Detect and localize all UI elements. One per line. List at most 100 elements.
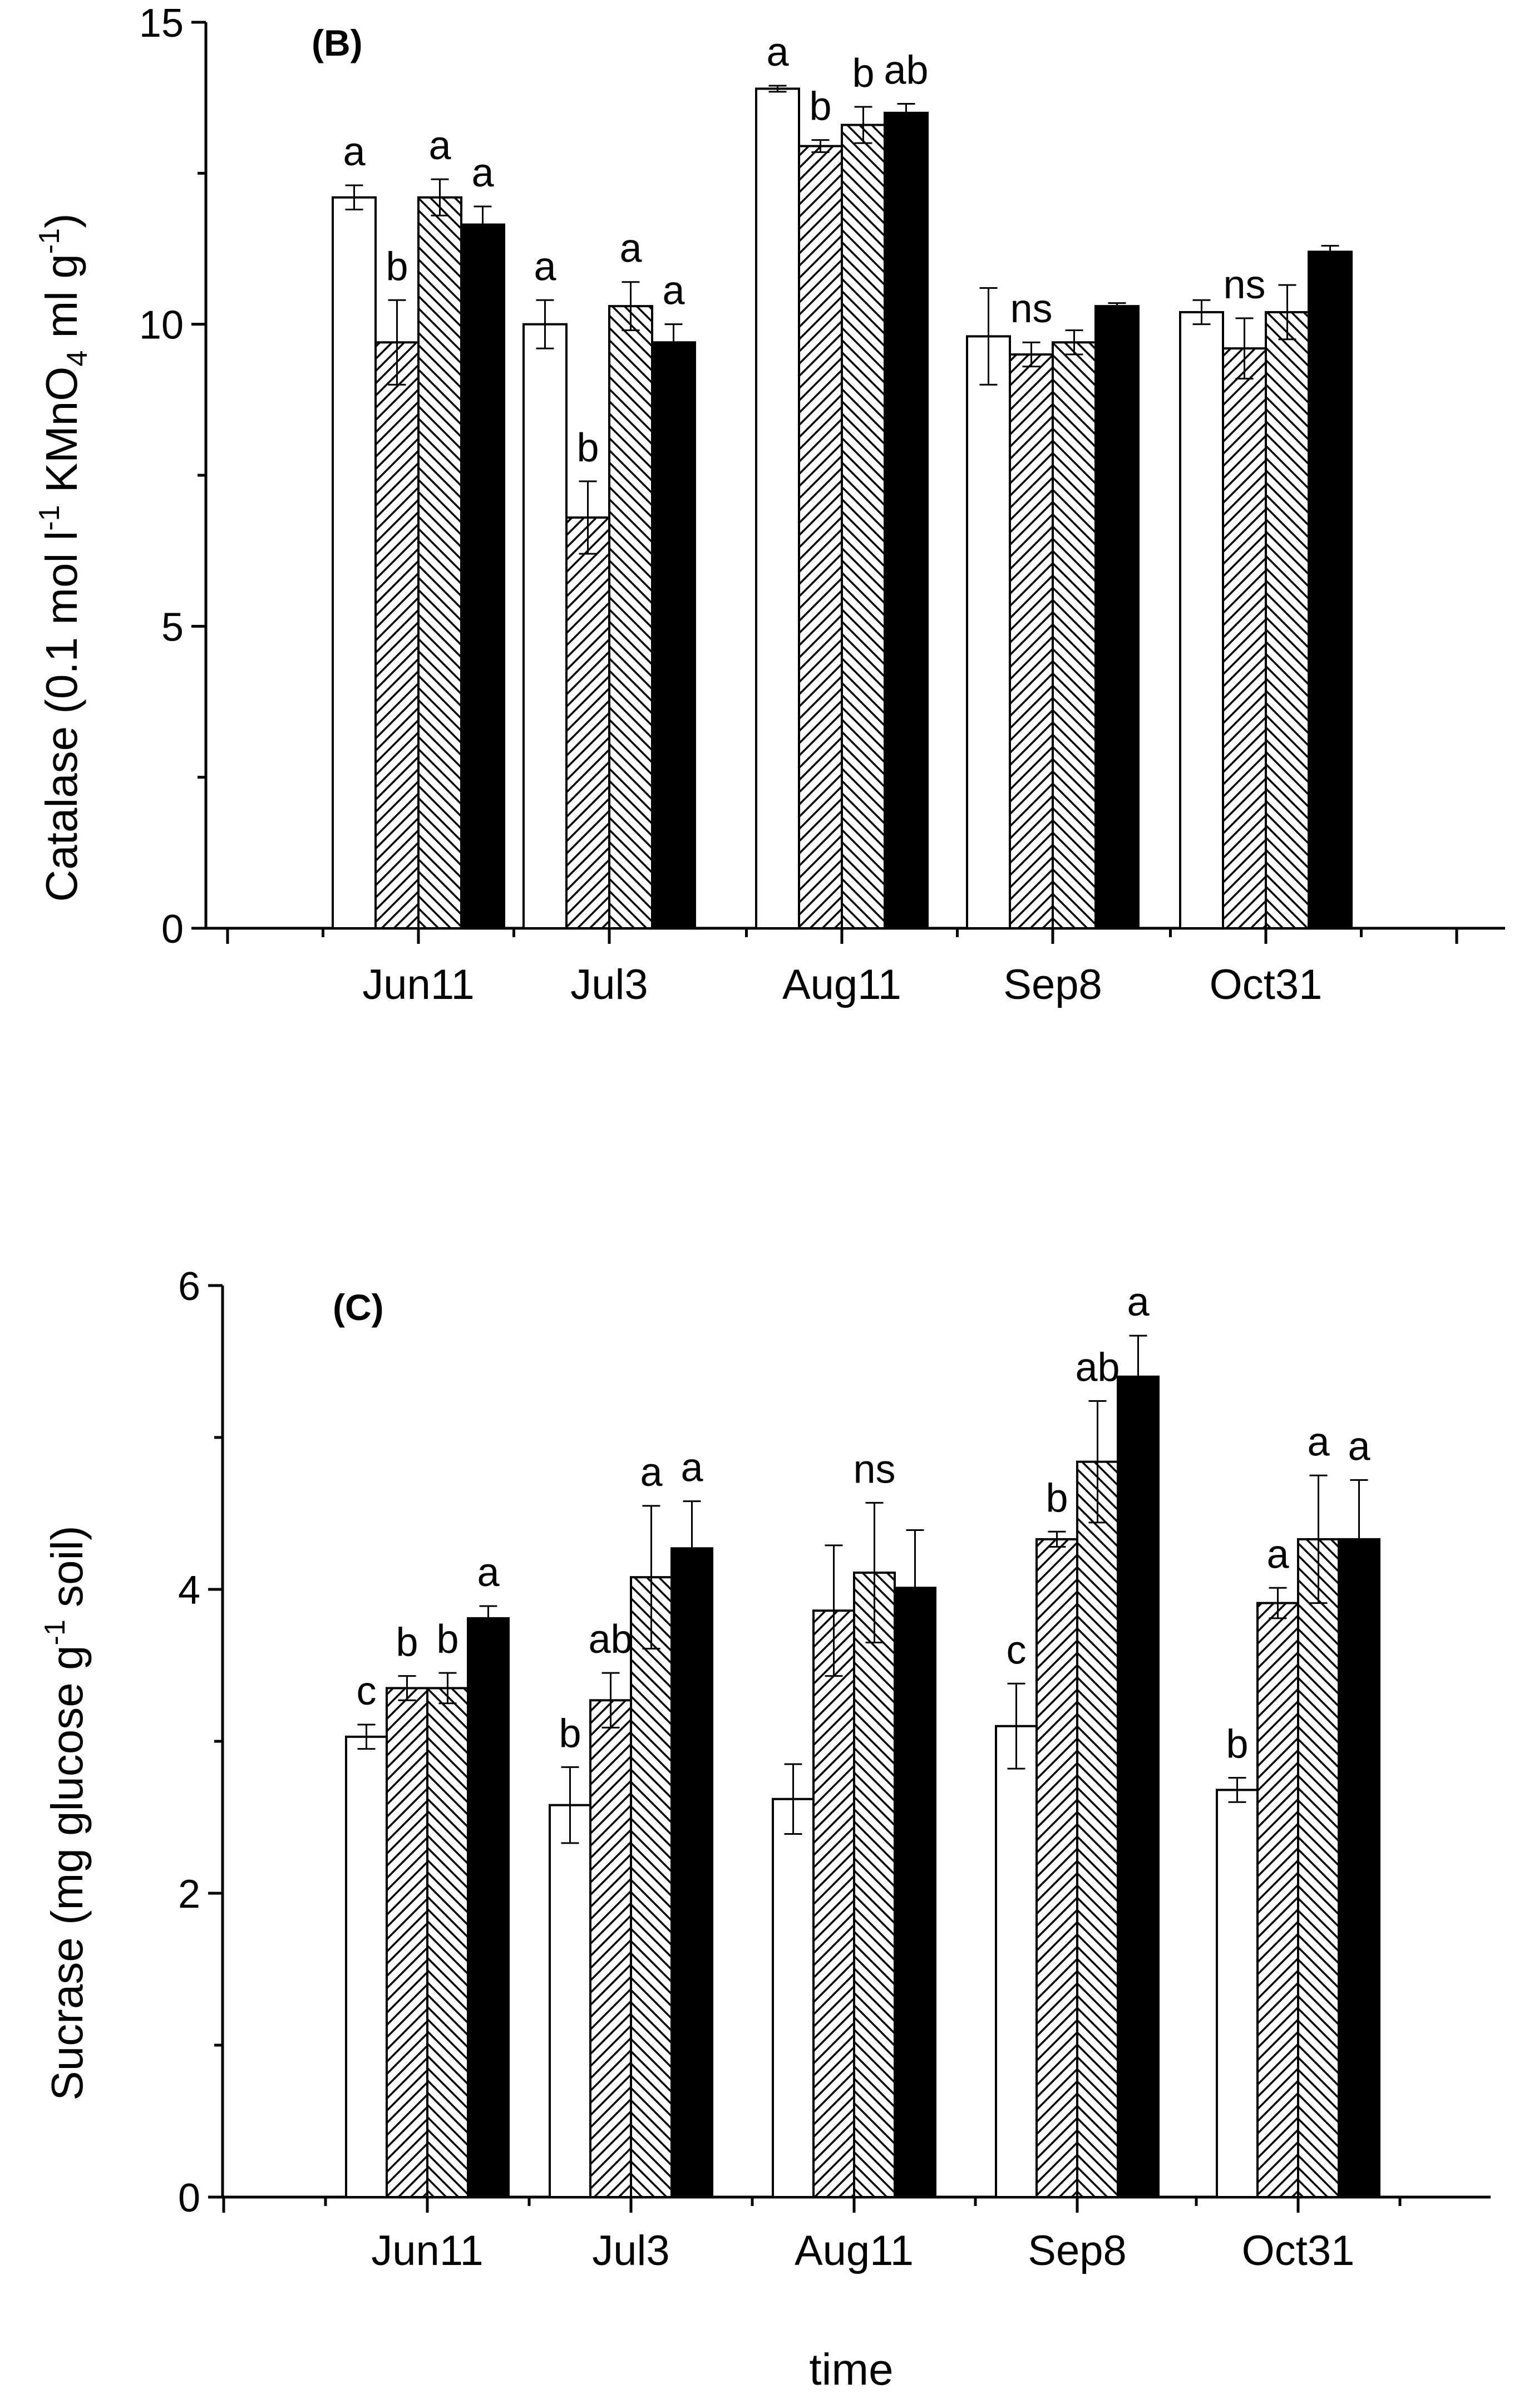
panel-c-bar xyxy=(426,1687,469,2198)
panel-c-bar xyxy=(1216,1789,1259,2199)
panel-b-significance-letter: a xyxy=(534,244,556,289)
panel-b-bar xyxy=(651,341,696,929)
panel-c-bar xyxy=(772,1798,815,2198)
panel-b-y-title-part-4: 4 xyxy=(61,351,93,367)
panel-c-bar xyxy=(345,1735,388,2199)
panel-b-bar xyxy=(798,145,843,930)
panel-b-significance-letter: a xyxy=(662,269,685,313)
panel-c-bar xyxy=(1076,1460,1119,2198)
panel-c-category-label: Jul3 xyxy=(592,2227,669,2274)
panel-b-significance-letter: b xyxy=(852,51,874,96)
panel-c-significance-letter: a xyxy=(1348,1424,1370,1469)
panel-b-y-title-part-7: ) xyxy=(37,213,86,228)
panel-c-significance-letter: ns xyxy=(853,1447,895,1491)
panel-b-significance-letter: b xyxy=(809,85,831,129)
panel-c-y-axis-title: Sucrase (mg glucose g-1 soil) xyxy=(39,1525,92,2100)
panel-b-bar xyxy=(1009,353,1054,929)
panel-b-bar xyxy=(1052,341,1097,929)
panel-c-category-label: Sep8 xyxy=(1028,2227,1127,2274)
panel-b-y-title-part-3: KMnO xyxy=(37,367,86,505)
panel-c-y-title-part-1: Sucrase (mg glucose g xyxy=(42,1645,92,2100)
panel-b-y-tick-label: 10 xyxy=(139,303,184,348)
panel-c-significance-letter: a xyxy=(1266,1532,1289,1577)
panel-b-bar xyxy=(374,341,420,929)
panel-b-bar xyxy=(841,124,886,929)
panel-b-bar xyxy=(608,305,653,929)
panel-b: (B) Catalase (0.1 mol l-1 KMnO4 ml g-1) … xyxy=(33,1,1505,1008)
panel-c-significance-letter: ab xyxy=(588,1617,633,1662)
panel-b-y-title-part-1: Catalase (0.1 mol l xyxy=(37,531,86,902)
panel-c-bar xyxy=(1035,1538,1078,2198)
panel-b-y-title-part-2: -1 xyxy=(33,505,66,530)
panel-b-category-label: Jul3 xyxy=(570,961,648,1008)
panel-b-y-title-part-5: ml g xyxy=(37,254,86,350)
panel-b-category-label: Sep8 xyxy=(1003,961,1102,1008)
panel-c-category-label: Jun11 xyxy=(371,2227,483,2274)
panel-b-bar xyxy=(755,87,800,929)
panel-c-significance-letter: a xyxy=(680,1446,703,1490)
panel-c-bar xyxy=(812,1609,855,2198)
panel-b-significance-letter: b xyxy=(576,426,599,470)
panel-b-bar xyxy=(1222,347,1267,930)
panel-c-bar xyxy=(995,1725,1038,2198)
panel-c-label: (C) xyxy=(333,1287,384,1328)
panel-c-x-axis-title: time xyxy=(809,2345,893,2394)
panel-b-bar xyxy=(565,516,610,929)
panel-b-bar xyxy=(460,223,505,929)
panel-c-bar xyxy=(670,1547,713,2198)
panel-c-significance-letter: a xyxy=(1127,1280,1150,1324)
panel-c-y-title-part-2: -1 xyxy=(39,1619,71,1645)
panel-c-bar xyxy=(549,1804,591,2198)
panel-b-bar xyxy=(1265,311,1310,930)
panel-c-significance-letter: ab xyxy=(1075,1345,1120,1390)
panel-b-y-axis-title: Catalase (0.1 mol l-1 KMnO4 ml g-1) xyxy=(33,213,93,902)
panel-b-significance-letter: ns xyxy=(1223,263,1265,307)
panel-c-significance-letter: c xyxy=(357,1669,377,1713)
panel-b-significance-letter: a xyxy=(471,151,494,195)
panel-c-bar xyxy=(467,1617,510,2199)
panel-b-significance-letter: b xyxy=(386,244,408,289)
panel-c-bar xyxy=(589,1699,632,2199)
panel-b-bar xyxy=(1308,250,1353,930)
panel-b-significance-letter: a xyxy=(619,226,642,271)
panel-c-bar xyxy=(853,1571,896,2198)
panel-c-bar xyxy=(1256,1602,1299,2199)
panel-c-significance-letter: b xyxy=(559,1711,581,1756)
panel-b-category-label: Oct31 xyxy=(1210,961,1323,1008)
panel-c-bar xyxy=(386,1687,428,2198)
panel-b-bar xyxy=(332,196,377,929)
panel-b-bar xyxy=(417,196,462,929)
panel-c-bar xyxy=(1338,1538,1380,2198)
panel-c-bar xyxy=(630,1576,673,2198)
panel-c-y-title-part-3: soil) xyxy=(42,1525,92,1619)
panel-c-bar xyxy=(894,1587,936,2198)
panel-b-bar xyxy=(966,335,1011,930)
panel-c-category-label: Aug11 xyxy=(795,2227,914,2274)
panel-b-bar xyxy=(884,111,929,929)
panel-c: (C) Sucrase (mg glucose g-1 soil) time 0… xyxy=(39,1264,1491,2394)
panel-c-significance-letter: b xyxy=(1046,1476,1068,1520)
panel-c-y-tick-label: 0 xyxy=(178,2176,200,2220)
panel-b-bar xyxy=(1179,311,1224,930)
panel-b-label: (B) xyxy=(312,22,363,63)
panel-c-y-tick-label: 4 xyxy=(178,1568,200,1613)
panel-c-significance-letter: b xyxy=(396,1621,418,1665)
panel-b-y-tick-label: 15 xyxy=(139,1,184,46)
panel-b-category-label: Jun11 xyxy=(362,961,474,1008)
panel-b-bar xyxy=(522,323,568,930)
panel-b-significance-letter: a xyxy=(766,30,789,75)
panel-b-significance-letter: ns xyxy=(1010,287,1052,331)
panel-b-y-title-part-6: -1 xyxy=(33,228,66,254)
panel-c-significance-letter: c xyxy=(1007,1628,1027,1672)
panel-c-category-label: Oct31 xyxy=(1242,2227,1355,2274)
panel-c-y-tick-label: 6 xyxy=(178,1264,200,1309)
panel-c-significance-letter: a xyxy=(477,1550,500,1595)
panel-b-y-tick-label: 0 xyxy=(161,907,184,952)
panel-c-significance-letter: b xyxy=(436,1617,458,1662)
panel-c-bar xyxy=(1297,1538,1340,2198)
panel-b-significance-letter: a xyxy=(428,124,451,168)
panel-c-significance-letter: b xyxy=(1226,1722,1248,1767)
